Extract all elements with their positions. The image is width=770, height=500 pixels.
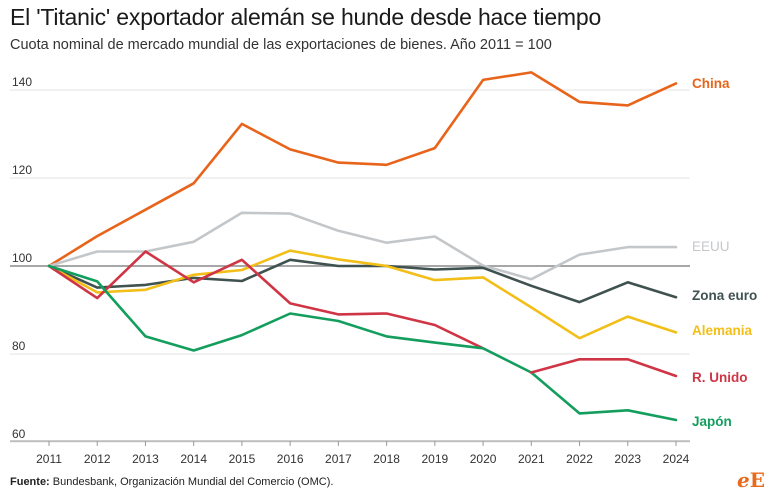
series-line-eeuu xyxy=(47,211,678,281)
y-tick-label: 140 xyxy=(12,75,32,89)
x-tick-label: 2011 xyxy=(36,452,62,466)
x-tick-label: 2012 xyxy=(84,452,111,466)
x-tick-label: 2017 xyxy=(325,452,352,466)
x-tick-label: 2019 xyxy=(421,452,448,466)
x-tick-label: 2016 xyxy=(277,452,304,466)
series-label: Japón xyxy=(692,414,732,429)
x-tick-label: 2018 xyxy=(373,452,400,466)
series-line-r-unido xyxy=(47,250,485,350)
series-label: China xyxy=(692,76,730,91)
logo-letter-second: E xyxy=(749,468,765,492)
x-tick-label: 2023 xyxy=(614,452,641,466)
x-tick-label: 2014 xyxy=(180,452,207,466)
logo-letter-first: e xyxy=(737,468,750,492)
series-line-jap-n xyxy=(47,264,678,422)
x-tick-label: 2015 xyxy=(229,452,256,466)
series-label: EEUU xyxy=(692,239,730,254)
series-label: Zona euro xyxy=(692,288,757,303)
series-line-r-unido-2021 xyxy=(530,358,581,374)
series-line-alemania xyxy=(47,249,678,340)
source-note: Fuente: Bundesbank, Organización Mundial… xyxy=(10,476,333,488)
y-tick-label: 80 xyxy=(12,339,26,353)
x-tick-label: 2013 xyxy=(132,452,159,466)
brand-logo: eE xyxy=(737,468,765,492)
x-tick-label: 2022 xyxy=(566,452,593,466)
y-tick-label: 120 xyxy=(12,163,32,177)
source-text: Bundesbank, Organización Mundial del Com… xyxy=(49,476,334,488)
series-label: Alemania xyxy=(692,323,753,338)
series-line-zona-euro xyxy=(47,258,678,304)
series-line-r-unido xyxy=(578,358,678,378)
source-label: Fuente: xyxy=(10,476,50,488)
y-tick-label: 60 xyxy=(12,427,26,441)
series-label: R. Unido xyxy=(692,370,748,385)
x-tick-label: 2020 xyxy=(470,452,497,466)
y-tick-label: 100 xyxy=(12,251,32,265)
x-tick-label: 2024 xyxy=(663,452,690,466)
series-line-china xyxy=(47,71,678,268)
chart-title: El 'Titanic' exportador alemán se hunde … xyxy=(10,4,602,30)
x-tick-label: 2021 xyxy=(518,452,545,466)
chart-subtitle: Cuota nominal de mercado mundial de las … xyxy=(10,37,552,53)
